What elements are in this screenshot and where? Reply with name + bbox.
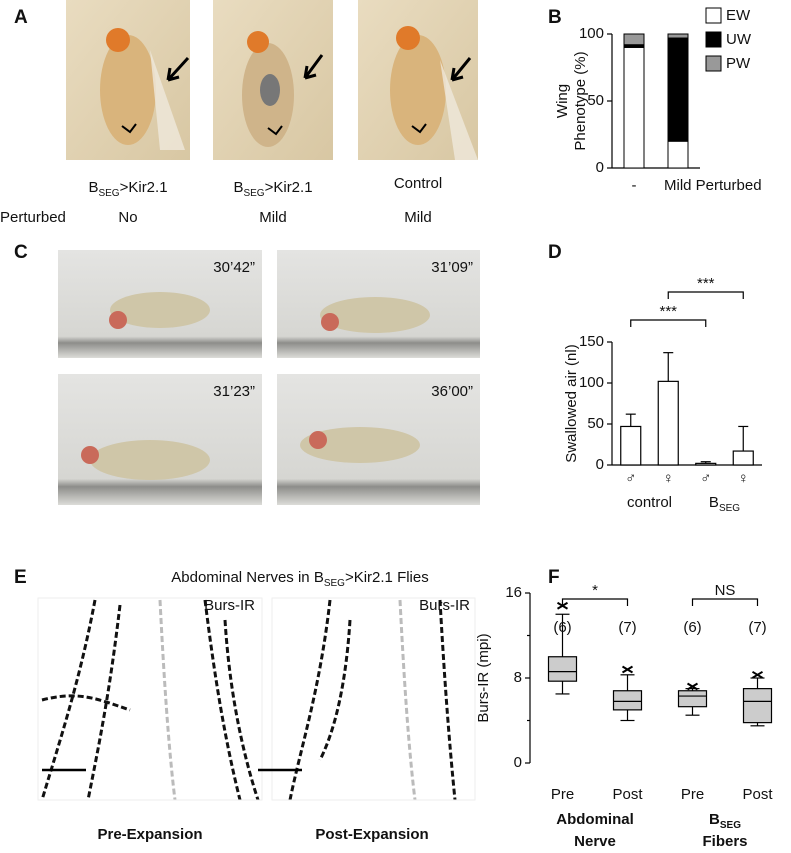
significance-bracket xyxy=(561,598,629,606)
bar xyxy=(695,462,717,466)
image-caption: Pre-Expansion xyxy=(97,826,202,843)
panel-label: E xyxy=(14,567,27,588)
panel-label: D xyxy=(548,242,562,263)
significance-label: *** xyxy=(697,275,715,292)
group-label-line2: Nerve xyxy=(574,833,616,850)
perturbed-value: Mild xyxy=(404,209,432,226)
sample-count: (6) xyxy=(683,619,701,636)
timestamp: 30’42” xyxy=(213,259,255,276)
box xyxy=(547,656,578,682)
significance-label: * xyxy=(592,582,598,599)
group-label-sub: SEG xyxy=(719,503,740,514)
y-axis-label: Wing xyxy=(554,84,571,118)
group-label: Abdominal xyxy=(556,811,634,828)
legend-label: UW xyxy=(726,31,752,48)
image-label: Burs-IR xyxy=(204,597,255,614)
sample-count: (7) xyxy=(618,619,636,636)
x-tick-label: ♂ xyxy=(700,470,711,487)
box xyxy=(612,690,643,711)
fly-photos xyxy=(66,0,478,160)
sample-count: (7) xyxy=(748,619,766,636)
panel-title: Abdominal Nerves in BSEG>Kir2.1 Flies xyxy=(171,569,429,589)
perturbed-value: Mild xyxy=(259,209,287,226)
bar-segment xyxy=(667,37,689,142)
timestamp: 31’23” xyxy=(213,383,255,400)
timestamp: 31’09” xyxy=(431,259,473,276)
group-label-sub: SEG xyxy=(720,820,741,831)
y-tick-label: 0 xyxy=(514,754,522,771)
group-label: control xyxy=(627,494,672,511)
legend-label: EW xyxy=(726,7,751,24)
max-marker xyxy=(686,682,699,691)
group-label-line2: Fibers xyxy=(702,833,747,850)
box xyxy=(742,688,773,724)
x-tick-label: Mild Perturbed xyxy=(664,177,762,194)
y-tick-label: 8 xyxy=(514,669,522,686)
y-axis-label: Swallowed air (nl) xyxy=(563,344,580,462)
group-label-text: B xyxy=(709,811,720,828)
panel-label: B xyxy=(548,7,562,28)
legend-swatch xyxy=(705,55,722,72)
legend-label: PW xyxy=(726,55,751,72)
group-label: BSEG xyxy=(709,494,740,514)
image-caption: Post-Expansion xyxy=(315,826,428,843)
significance-label: NS xyxy=(715,582,736,599)
x-tick-label: Pre xyxy=(681,786,704,803)
genotype-label: BSEG>Kir2.1 xyxy=(233,179,312,199)
y-axis-label: Phenotype (%) xyxy=(572,51,589,150)
significance-bracket xyxy=(630,319,707,327)
y-tick-label: 100 xyxy=(579,25,604,42)
group-label-text: Abdominal xyxy=(556,811,634,828)
image-frame xyxy=(271,597,476,801)
panel-label: C xyxy=(14,242,28,263)
y-tick-label: 150 xyxy=(579,333,604,350)
box xyxy=(677,690,708,708)
video-frames xyxy=(58,250,480,505)
significance-label: *** xyxy=(659,303,677,320)
y-axis-label: Burs-IR (mpi) xyxy=(475,633,492,722)
y-tick-label: 100 xyxy=(579,374,604,391)
x-tick-label: ♀ xyxy=(738,470,749,487)
bar xyxy=(732,450,754,466)
x-tick-label: Pre xyxy=(551,786,574,803)
legend-swatch xyxy=(705,7,722,24)
group-label-text: control xyxy=(627,494,672,511)
x-tick-label: ♂ xyxy=(625,470,636,487)
y-tick-label: 50 xyxy=(587,92,604,109)
genotype-label: Control xyxy=(394,175,442,192)
y-tick-label: 0 xyxy=(596,456,604,473)
significance-bracket xyxy=(667,291,744,299)
significance-bracket xyxy=(691,598,759,606)
group-label-text: B xyxy=(709,494,719,511)
y-tick-label: 0 xyxy=(596,159,604,176)
x-tick-label: ♀ xyxy=(663,470,674,487)
bar xyxy=(620,425,642,466)
panel-label: A xyxy=(14,7,28,28)
row-label: Perturbed xyxy=(0,209,66,226)
panel-label: F xyxy=(548,567,560,588)
x-tick-label: Post xyxy=(742,786,773,803)
max-marker xyxy=(751,670,764,679)
legend-swatch xyxy=(705,31,722,48)
group-label: BSEG xyxy=(709,811,741,831)
image-label: Burs-IR xyxy=(419,597,470,614)
y-tick-label: 50 xyxy=(587,415,604,432)
x-tick-label: Post xyxy=(612,786,643,803)
bar-segment xyxy=(667,140,689,169)
perturbed-value: No xyxy=(118,209,137,226)
sample-count: (6) xyxy=(553,619,571,636)
genotype-label: BSEG>Kir2.1 xyxy=(88,179,167,199)
bar xyxy=(657,380,679,466)
nerve-images xyxy=(40,599,457,801)
bar-segment xyxy=(623,46,645,169)
max-marker xyxy=(621,665,634,674)
timestamp: 36’00” xyxy=(431,383,473,400)
x-tick-label: - xyxy=(632,177,637,194)
bar-segment xyxy=(623,33,645,46)
y-tick-label: 16 xyxy=(505,584,522,601)
image-frame xyxy=(37,597,263,801)
bar-segment xyxy=(667,33,689,39)
